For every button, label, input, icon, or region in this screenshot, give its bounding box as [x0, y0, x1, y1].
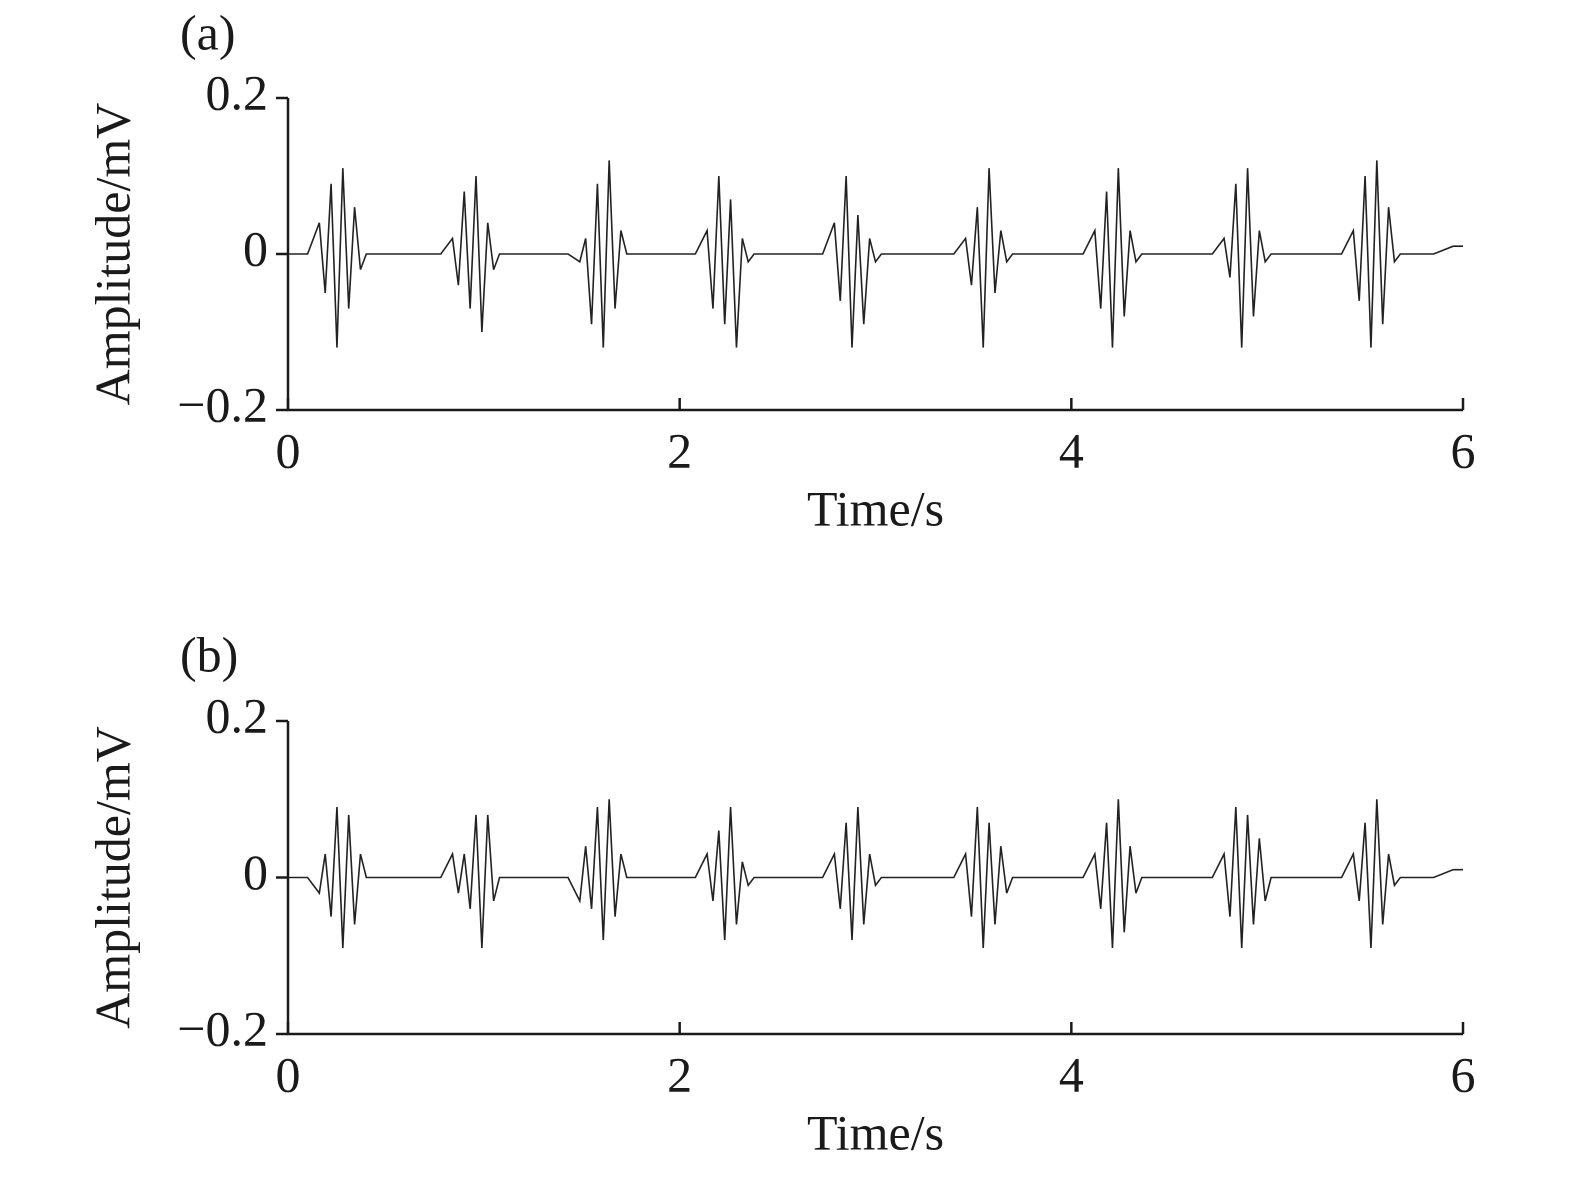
signal-line	[288, 799, 1463, 948]
x-tick-label: 0	[276, 1046, 301, 1102]
panel-title: (b)	[180, 626, 238, 682]
signal-line	[288, 160, 1463, 348]
x-tick-label: 2	[667, 1046, 692, 1102]
y-axis-label: Amplitude/mV	[84, 103, 140, 406]
x-tick-label: 6	[1451, 422, 1476, 478]
panel-title: (a)	[180, 4, 236, 60]
x-tick-label: 4	[1059, 1046, 1084, 1102]
y-tick-label: 0	[243, 220, 268, 276]
x-axis-label: Time/s	[807, 1104, 944, 1160]
x-tick-label: 2	[667, 422, 692, 478]
x-tick-label: 6	[1451, 1046, 1476, 1102]
x-axis-label: Time/s	[807, 480, 944, 536]
y-tick-label: −0.2	[177, 1000, 268, 1056]
y-axis-label: Amplitude/mV	[84, 726, 140, 1029]
y-tick-label: −0.2	[177, 376, 268, 432]
y-tick-label: 0	[243, 844, 268, 900]
y-tick-label: 0.2	[206, 687, 269, 743]
x-tick-label: 0	[276, 422, 301, 478]
x-tick-label: 4	[1059, 422, 1084, 478]
y-tick-label: 0.2	[206, 64, 269, 120]
